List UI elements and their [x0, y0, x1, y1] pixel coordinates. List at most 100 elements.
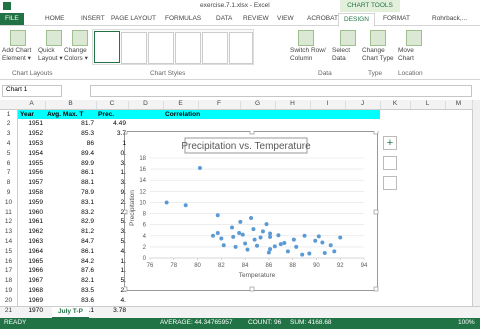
- chart[interactable]: Precipitation vs. Temperature 0 2 4 6 8 10 12 14…: [124, 131, 380, 292]
- point: [260, 229, 265, 234]
- style-thumb[interactable]: [175, 32, 201, 64]
- cell: 3.: [120, 228, 127, 236]
- point: [328, 243, 333, 248]
- style-thumb[interactable]: [148, 32, 174, 64]
- cell: 5.: [120, 218, 127, 226]
- row-header: 2: [6, 120, 11, 128]
- ribbon-tab[interactable]: PAGE LAYOUT: [111, 15, 156, 22]
- selection-handle: [249, 131, 255, 135]
- chart-title-frame: [184, 137, 308, 154]
- ribbon-group-label: Chart Styles: [150, 70, 186, 77]
- point: [255, 243, 259, 248]
- user-name: Rohrback,...: [432, 15, 468, 22]
- ribbon-button-label[interactable]: Layout ▾: [38, 55, 63, 62]
- y-tick-label: 8: [143, 212, 147, 218]
- point: [230, 225, 235, 230]
- point: [211, 233, 216, 238]
- row-header: 5: [6, 149, 11, 157]
- point: [291, 237, 296, 242]
- ribbon-tab[interactable]: FILE: [0, 13, 24, 25]
- point: [268, 247, 273, 252]
- column-header: C: [96, 100, 129, 109]
- ribbon-tab[interactable]: VIEW: [277, 15, 294, 22]
- x-tick-label: 92: [337, 263, 344, 269]
- cell: 4.: [120, 247, 127, 255]
- scrollbar[interactable]: [472, 100, 480, 306]
- name-box-frame[interactable]: [2, 85, 62, 97]
- ribbon-tab[interactable]: REVIEW: [243, 15, 269, 22]
- formula-input[interactable]: [90, 85, 472, 97]
- point: [276, 233, 281, 238]
- point: [268, 234, 273, 239]
- cell: 1970: [28, 306, 43, 314]
- cell: 89.9: [81, 159, 94, 167]
- ribbon-button-label[interactable]: Change: [64, 47, 87, 54]
- cell: 81.7: [81, 120, 94, 128]
- sheet-tab-bar: [0, 306, 480, 319]
- row-header: 17: [4, 267, 13, 275]
- ribbon-tab[interactable]: DESIGN: [338, 13, 375, 27]
- ribbon-tab[interactable]: DATA: [216, 15, 233, 22]
- row-header: 14: [4, 237, 13, 245]
- ribbon-button-label[interactable]: Element ▾: [2, 55, 31, 62]
- style-thumb[interactable]: [202, 32, 228, 64]
- ribbon-button-label[interactable]: Move: [398, 47, 414, 54]
- row-header: 15: [4, 247, 13, 255]
- ribbon-icon[interactable]: [370, 30, 386, 46]
- cell: 1968: [28, 286, 43, 294]
- ribbon-button-label[interactable]: Chart Type: [362, 55, 394, 62]
- y-axis-label: Precipitation: [129, 190, 136, 226]
- cell: 1951: [28, 120, 43, 128]
- ribbon-tab[interactable]: HOME: [45, 15, 65, 22]
- ribbon-icon[interactable]: [406, 30, 422, 46]
- cell: 84.2: [81, 257, 94, 265]
- ribbon-tab[interactable]: ACROBAT: [307, 15, 338, 22]
- ribbon-icon[interactable]: [298, 30, 314, 46]
- row-header: 18: [4, 277, 13, 285]
- chart-styles-gallery[interactable]: [92, 29, 254, 65]
- cell: 81.2: [81, 228, 94, 236]
- ribbon-button-label[interactable]: Data: [332, 55, 346, 62]
- ribbon-icon[interactable]: [72, 30, 88, 46]
- cell: 1956: [28, 169, 43, 177]
- context-title: CHART TOOLS: [340, 0, 400, 12]
- ribbon-tab[interactable]: INSERT: [81, 15, 105, 22]
- ribbon-button-label[interactable]: Column: [290, 55, 313, 62]
- ribbon-button-label[interactable]: Colors ▾: [64, 55, 88, 62]
- cell: 83.2: [81, 208, 94, 216]
- cell: 3.: [120, 179, 127, 187]
- column-header: G: [240, 100, 276, 109]
- point: [249, 216, 254, 220]
- style-thumb[interactable]: [94, 31, 120, 63]
- chart-filters-button[interactable]: [383, 176, 397, 190]
- ribbon-button-label[interactable]: Chart: [398, 55, 414, 62]
- ribbon-tab[interactable]: FORMAT: [383, 15, 410, 22]
- ribbon-button-label[interactable]: Select: [332, 47, 351, 54]
- y-tick-label: 2: [143, 245, 147, 251]
- cell: 4.: [120, 296, 127, 304]
- ribbon-button-label[interactable]: Add Chart: [2, 47, 32, 54]
- style-thumb[interactable]: [121, 32, 147, 64]
- ribbon-icon[interactable]: [46, 30, 62, 46]
- style-thumb[interactable]: [229, 32, 253, 64]
- cell: 83.1: [81, 198, 94, 206]
- column-header: I: [310, 100, 346, 109]
- name-box[interactable]: Chart 1: [6, 86, 28, 93]
- ribbon-button-label[interactable]: Switch Row/: [290, 47, 326, 54]
- ribbon-tab[interactable]: FORMULAS: [165, 15, 202, 22]
- cell: 83.5: [81, 286, 94, 294]
- ribbon-button-label[interactable]: Change: [362, 47, 385, 54]
- chart-styles-button[interactable]: [383, 156, 397, 170]
- x-tick-label: 84: [242, 263, 249, 269]
- selection-handle: [373, 209, 379, 215]
- ribbon-icon[interactable]: [340, 30, 356, 46]
- app-icon[interactable]: [3, 2, 11, 10]
- selection-handle: [373, 286, 379, 292]
- ribbon-button-label[interactable]: Quick: [38, 47, 55, 54]
- point: [252, 237, 257, 242]
- ribbon-icon[interactable]: [10, 30, 26, 46]
- chart-elements-button[interactable]: +: [383, 136, 397, 150]
- header-fill: [18, 110, 380, 119]
- sheet-tab[interactable]: July T-P: [52, 307, 89, 318]
